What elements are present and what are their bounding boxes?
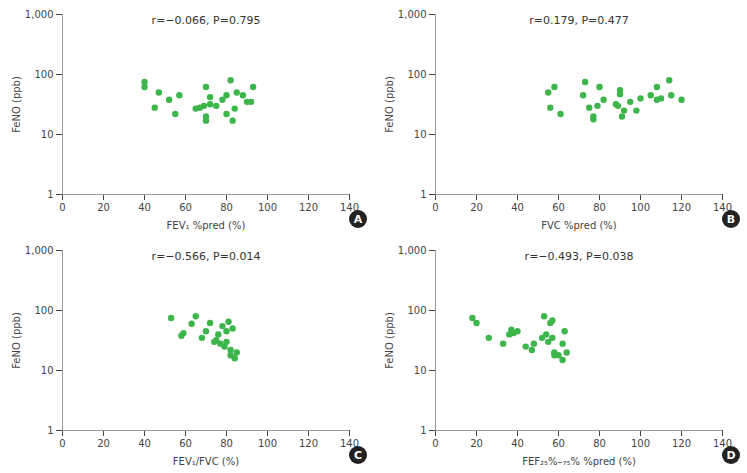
svg-text:1,000: 1,000 [398, 245, 427, 256]
svg-text:1,000: 1,000 [25, 245, 54, 256]
svg-text:80: 80 [593, 202, 606, 213]
svg-text:FeNO (ppb): FeNO (ppb) [11, 76, 22, 133]
svg-text:1: 1 [47, 425, 53, 436]
svg-text:120: 120 [299, 438, 318, 449]
html-text:C: C [354, 448, 362, 462]
svg-text:40: 40 [138, 438, 151, 449]
svg-text:40: 40 [138, 202, 151, 213]
svg-text:100: 100 [258, 202, 277, 213]
svg-text:1: 1 [47, 189, 53, 200]
svg-text:20: 20 [470, 438, 483, 449]
svg-text:FeNO (ppb): FeNO (ppb) [384, 76, 395, 133]
svg-text:100: 100 [631, 438, 650, 449]
svg-text:20: 20 [97, 438, 110, 449]
svg-text:r=−0.566, P=0.014: r=−0.566, P=0.014 [152, 250, 261, 263]
svg-text:140: 140 [340, 437, 359, 449]
svg-text:1,000: 1,000 [25, 9, 54, 20]
svg-text:10: 10 [414, 129, 427, 140]
svg-text:40: 40 [511, 202, 524, 213]
svg-text:FEF₂₅%–₇₅% %pred (%): FEF₂₅%–₇₅% %pred (%) [522, 456, 636, 467]
svg-text:100: 100 [407, 69, 426, 80]
svg-text:r=−0.493, P=0.038: r=−0.493, P=0.038 [525, 250, 634, 263]
svg-text:10: 10 [41, 365, 54, 376]
svg-text:60: 60 [552, 438, 565, 449]
svg-text:120: 120 [299, 202, 318, 213]
svg-text:10: 10 [414, 365, 427, 376]
svg-text:100: 100 [407, 305, 426, 316]
svg-text:80: 80 [220, 438, 233, 449]
svg-text:140: 140 [340, 201, 359, 213]
svg-text:80: 80 [593, 438, 606, 449]
svg-text:0: 0 [59, 438, 65, 449]
svg-text:20: 20 [470, 202, 483, 213]
html-text:A: A [353, 212, 363, 226]
svg-text:100: 100 [631, 202, 650, 213]
svg-text:1: 1 [420, 425, 426, 436]
svg-text:100: 100 [34, 305, 53, 316]
html-text:B: B [726, 212, 736, 226]
svg-text:20: 20 [97, 202, 110, 213]
svg-text:1,000: 1,000 [398, 9, 427, 20]
svg-text:40: 40 [511, 438, 524, 449]
svg-text:1: 1 [420, 189, 426, 200]
svg-text:0: 0 [59, 202, 65, 213]
svg-text:120: 120 [672, 202, 691, 213]
svg-text:FEV₁ %pred (%): FEV₁ %pred (%) [167, 220, 246, 231]
svg-text:140: 140 [713, 437, 732, 449]
svg-text:80: 80 [220, 202, 233, 213]
svg-text:FVC %pred (%): FVC %pred (%) [541, 220, 617, 231]
svg-text:100: 100 [34, 69, 53, 80]
svg-text:0: 0 [432, 438, 438, 449]
svg-text:60: 60 [179, 438, 192, 449]
svg-text:FeNO (ppb): FeNO (ppb) [384, 312, 395, 369]
svg-text:60: 60 [552, 202, 565, 213]
svg-text:r=0.179, P=0.477: r=0.179, P=0.477 [529, 14, 629, 27]
svg-text:120: 120 [672, 438, 691, 449]
svg-text:10: 10 [41, 129, 54, 140]
svg-text:0: 0 [432, 202, 438, 213]
svg-text:140: 140 [713, 201, 732, 213]
svg-text:FEV₁/FVC (%): FEV₁/FVC (%) [173, 456, 239, 467]
svg-text:60: 60 [179, 202, 192, 213]
svg-text:FeNO (ppb): FeNO (ppb) [11, 312, 22, 369]
svg-text:r=−0.066, P=0.795: r=−0.066, P=0.795 [152, 14, 261, 27]
html-text:D: D [726, 448, 736, 462]
svg-text:100: 100 [258, 438, 277, 449]
